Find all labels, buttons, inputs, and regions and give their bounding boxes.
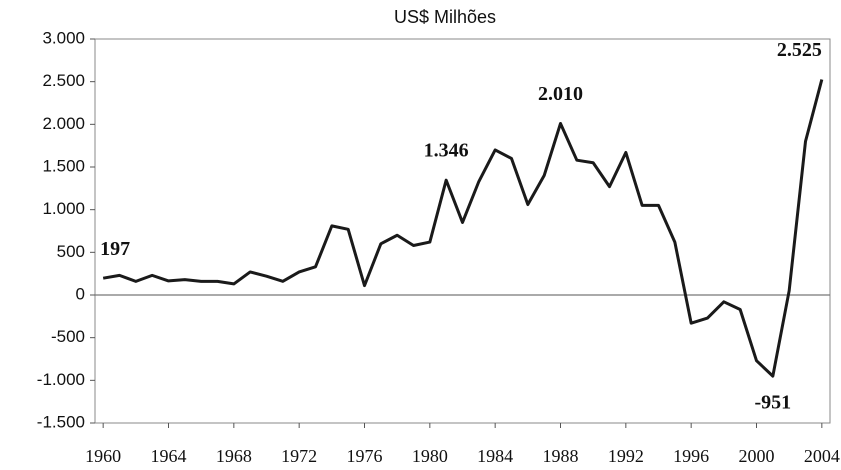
data-label: 197 [100, 238, 130, 260]
x-tick-label: 1988 [543, 446, 579, 466]
x-tick-label: 1960 [85, 446, 121, 466]
y-tick-label: -500 [51, 327, 85, 346]
x-tick-label: 1996 [673, 446, 709, 466]
x-tick-label: 1992 [608, 446, 644, 466]
y-tick-label: 2.500 [42, 71, 85, 90]
y-tick-label: 500 [57, 242, 85, 261]
x-tick-label: 2004 [804, 446, 840, 466]
y-tick-label: 0 [76, 284, 85, 303]
x-tick-label: 1968 [216, 446, 252, 466]
plot-frame [94, 38, 831, 424]
y-tick-label: 2.000 [42, 114, 85, 133]
data-label: -951 [754, 392, 791, 414]
y-tick-label: 3.000 [42, 28, 85, 47]
data-label: 1.346 [424, 140, 469, 162]
x-tick-label: 1972 [281, 446, 317, 466]
y-tick-label: -1.500 [37, 412, 85, 431]
data-label: 2.010 [538, 83, 583, 105]
y-tick-label: 1.500 [42, 156, 85, 175]
x-tick-label: 1984 [477, 446, 513, 466]
chart-title: US$ Milhões [394, 7, 496, 27]
x-tick-label: 2000 [739, 446, 775, 466]
x-tick-label: 1976 [347, 446, 383, 466]
data-label: 2.525 [777, 39, 822, 61]
x-tick-label: 1964 [151, 446, 187, 466]
data-line [102, 79, 824, 378]
x-tick-label: 1980 [412, 446, 448, 466]
y-tick-label: 1.000 [42, 199, 85, 218]
y-tick-label: -1.000 [37, 370, 85, 389]
